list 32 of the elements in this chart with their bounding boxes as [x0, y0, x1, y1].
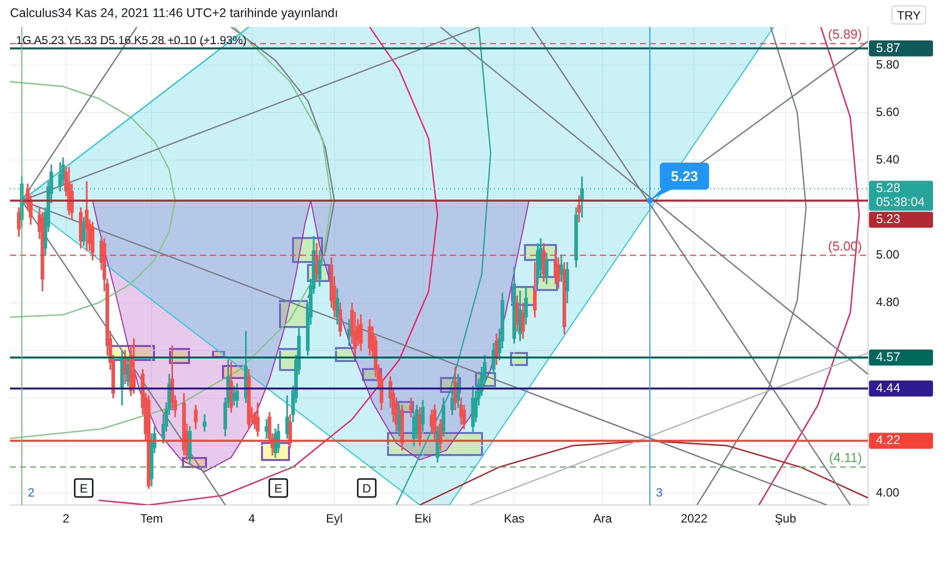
ref-line-label: (5.89) — [828, 26, 862, 42]
ref-line-label: 4.22 — [876, 433, 900, 448]
x-tick-label: 2022 — [680, 512, 708, 526]
ref-line-label: (4.11) — [829, 450, 862, 466]
y-tick-label: 5.00 — [876, 248, 900, 262]
annotation: 5.23 — [670, 168, 698, 184]
annotation: D — [362, 481, 372, 496]
y-tick-label: 4.80 — [876, 295, 900, 310]
ref-line-label: 4.57 — [876, 350, 900, 364]
ref-line-label: 5.23 — [876, 212, 900, 226]
y-tick-label: 5.80 — [876, 57, 900, 72]
x-tick-label: Eki — [414, 512, 432, 526]
text: 05:38:04 — [876, 195, 925, 210]
y-tick-label: 5.40 — [876, 152, 900, 166]
x-tick-label: Ara — [593, 512, 612, 526]
x-tick-label: 4 — [248, 512, 256, 526]
x-tick-label: Eyl — [326, 512, 343, 526]
chart-title: Calculus34 Kas 24, 2021 11:46 UTC+2 tarihinde yayınlandı — [10, 6, 338, 20]
annotation: E — [80, 481, 88, 496]
x-tick-label: Tem — [140, 512, 163, 526]
ref-line-label: 4.44 — [876, 380, 900, 395]
y-tick-label: 5.60 — [876, 104, 900, 119]
ref-line-label: 2 — [28, 485, 35, 500]
annotation: E — [274, 481, 282, 496]
x-tick-label: 2 — [62, 512, 70, 526]
x-tick-label: Kas — [504, 512, 525, 526]
y-tick-label: 4.00 — [876, 485, 900, 500]
ref-line-label: 5.28 — [876, 181, 900, 196]
ref-line-label: 3 — [656, 485, 663, 500]
ref-line-label: 5.87 — [876, 40, 900, 55]
text: TRY — [896, 8, 921, 22]
x-tick-label: Şub — [774, 512, 796, 526]
